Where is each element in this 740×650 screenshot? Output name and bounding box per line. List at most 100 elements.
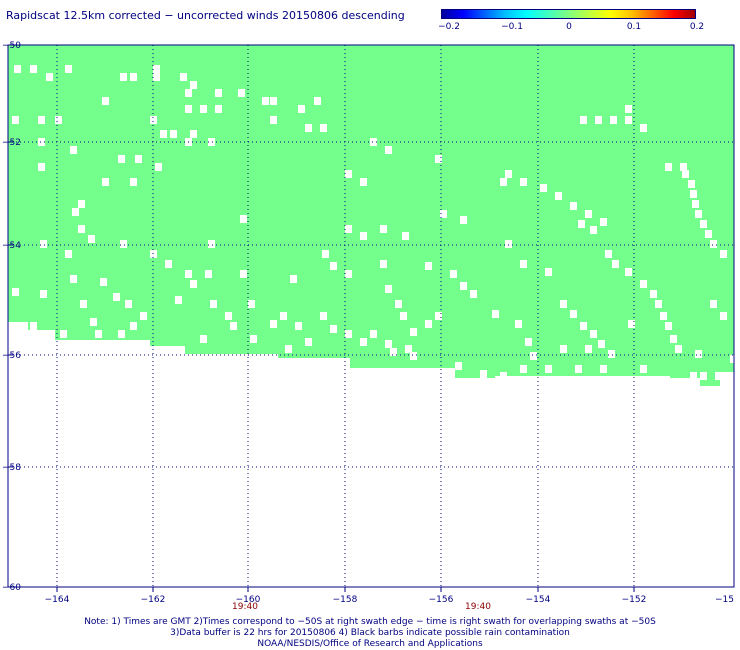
missing-data-cell [215, 89, 222, 97]
missing-data-cell [710, 240, 717, 248]
missing-data-cell [45, 330, 52, 338]
missing-data-cell [515, 320, 522, 328]
colorbar-tick-label: 0.2 [689, 22, 705, 32]
missing-data-cell [30, 65, 37, 73]
missing-data-cell [578, 220, 585, 228]
missing-data-cell [185, 89, 192, 97]
missing-data-cell [240, 270, 247, 278]
missing-data-cell [118, 330, 125, 338]
missing-data-cell [425, 320, 432, 328]
missing-data-cell [540, 184, 547, 192]
missing-data-cell [585, 210, 592, 218]
missing-data-cell [682, 170, 689, 178]
missing-data-cell [38, 116, 45, 124]
missing-data-cell [370, 330, 377, 338]
missing-data-cell [360, 232, 367, 240]
missing-data-cell [190, 130, 197, 138]
missing-data-cell [270, 97, 277, 105]
missing-data-cell [530, 352, 537, 360]
missing-data-cell [598, 340, 605, 348]
lon-label: −156 [429, 595, 454, 605]
missing-data-cell [320, 312, 327, 320]
missing-data-cell [100, 278, 107, 286]
missing-data-cell [155, 163, 162, 171]
color-scale-bar [441, 9, 696, 19]
missing-data-cell [12, 288, 19, 296]
missing-data-cell [360, 338, 367, 346]
missing-data-cell [12, 116, 19, 124]
missing-data-cell [95, 330, 102, 338]
missing-data-cell [208, 240, 215, 248]
missing-data-cell [410, 352, 417, 360]
lat-label: −60 [2, 583, 21, 593]
missing-data-cell [500, 178, 507, 186]
missing-data-cell [665, 163, 672, 171]
missing-data-cell [555, 192, 562, 200]
missing-data-cell [130, 73, 137, 81]
missing-data-cell [680, 163, 687, 171]
missing-data-cell [625, 116, 632, 124]
missing-data-cell [200, 335, 207, 343]
missing-data-cells [12, 65, 737, 380]
colorbar-tick-label: −0.1 [501, 22, 523, 32]
missing-data-cell [405, 345, 412, 353]
missing-data-cell [305, 338, 312, 346]
missing-data-cell [570, 310, 577, 318]
missing-data-cell [480, 370, 487, 378]
missing-data-cell [370, 138, 377, 146]
missing-data-cell [460, 216, 467, 224]
missing-data-cell [700, 220, 707, 228]
missing-data-cell [153, 73, 160, 81]
missing-data-cell [688, 180, 695, 188]
missing-data-cell [130, 178, 137, 186]
missing-data-cell [240, 215, 247, 223]
missing-data-cell [455, 362, 462, 370]
missing-data-cell [640, 365, 647, 373]
missing-data-cell [500, 372, 507, 380]
colorbar-tick-label: −0.2 [438, 22, 460, 32]
missing-data-cell [40, 290, 47, 298]
missing-data-cell [605, 250, 612, 258]
missing-data-cell [695, 210, 702, 218]
missing-data-cell [440, 210, 447, 218]
map-frame [7, 44, 735, 588]
missing-data-cell [695, 350, 702, 358]
missing-data-cell [600, 218, 607, 226]
missing-data-cell [675, 345, 682, 353]
footnote-line: NOAA/NESDIS/Office of Research and Appli… [257, 639, 483, 649]
missing-data-cell [185, 270, 192, 278]
missing-data-cell [710, 300, 717, 308]
missing-data-cell [270, 320, 277, 328]
swath-region [8, 45, 734, 386]
missing-data-cell [120, 240, 127, 248]
missing-data-cell [505, 240, 512, 248]
swath-time-label: 19:40 [232, 602, 258, 612]
missing-data-cell [118, 155, 125, 163]
missing-data-cell [215, 105, 222, 113]
missing-data-cell [208, 138, 215, 146]
lat-label: −56 [2, 351, 21, 361]
missing-data-cell [113, 293, 120, 301]
missing-data-cell [150, 116, 157, 124]
missing-data-cell [545, 268, 552, 276]
missing-data-cell [720, 312, 727, 320]
colorbar-tick-label: 0.1 [626, 22, 642, 32]
missing-data-cell [78, 200, 85, 208]
missing-data-cell [125, 300, 132, 308]
missing-data-cell [560, 345, 567, 353]
missing-data-cell [580, 322, 587, 330]
missing-data-cell [230, 322, 237, 330]
missing-data-cell [290, 275, 297, 283]
missing-data-cell [345, 170, 352, 178]
lon-label: −158 [333, 595, 358, 605]
lat-label: −50 [2, 41, 21, 51]
missing-data-cell [345, 270, 352, 278]
missing-data-cell [600, 365, 607, 373]
missing-data-cell [345, 225, 352, 233]
missing-data-cell [570, 202, 577, 210]
missing-data-cell [705, 230, 712, 238]
missing-data-cell [410, 328, 417, 336]
missing-data-cell [665, 322, 672, 330]
missing-data-cell [590, 330, 597, 338]
